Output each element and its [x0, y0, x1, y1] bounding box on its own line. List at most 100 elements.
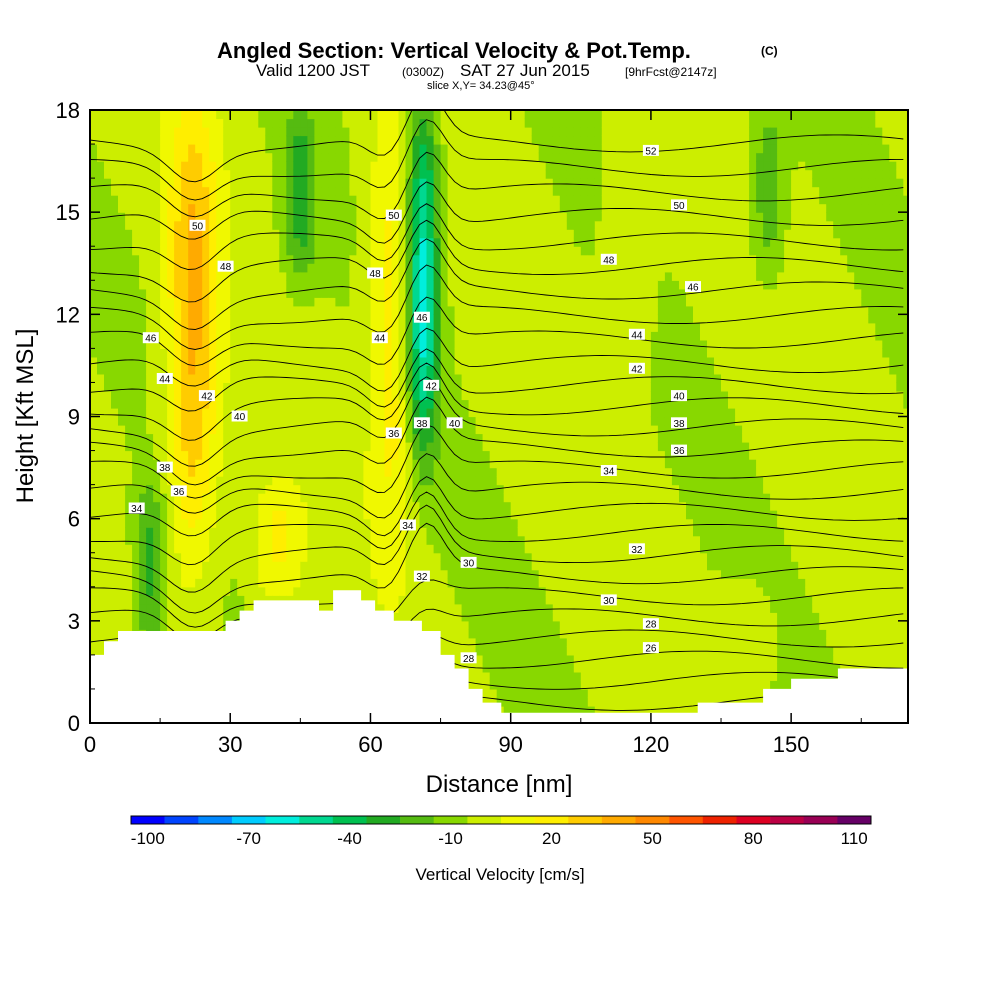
velocity-cell	[153, 178, 161, 188]
velocity-cell	[195, 212, 203, 222]
velocity-cell	[405, 127, 414, 137]
velocity-cell	[125, 612, 133, 622]
velocity-cell	[342, 229, 350, 239]
velocity-cell	[363, 220, 371, 230]
velocity-cell	[258, 391, 266, 401]
velocity-cell	[545, 195, 554, 205]
velocity-cell	[517, 518, 526, 528]
velocity-cell	[524, 356, 533, 366]
velocity-cell	[426, 467, 435, 477]
velocity-cell	[300, 212, 308, 222]
velocity-cell	[384, 348, 393, 358]
velocity-cell	[279, 382, 287, 392]
velocity-cell	[552, 654, 561, 664]
velocity-cell	[377, 586, 386, 596]
velocity-cell	[244, 365, 252, 375]
velocity-cell	[174, 127, 182, 137]
velocity-cell	[489, 212, 498, 222]
velocity-cell	[258, 501, 266, 511]
velocity-cell	[440, 552, 449, 562]
velocity-cell	[272, 212, 280, 222]
velocity-field	[90, 110, 908, 723]
velocity-cell	[146, 144, 154, 154]
velocity-cell	[447, 144, 456, 154]
velocity-cell	[391, 356, 400, 366]
velocity-cell	[132, 382, 140, 392]
velocity-cell	[426, 433, 435, 443]
velocity-cell	[447, 118, 456, 128]
velocity-cell	[538, 203, 547, 213]
velocity-cell	[111, 552, 119, 562]
velocity-cell	[405, 339, 414, 349]
velocity-cell	[363, 399, 371, 409]
velocity-cell	[433, 229, 442, 239]
velocity-cell	[370, 442, 379, 452]
velocity-cell	[132, 450, 140, 460]
velocity-cell	[328, 195, 336, 205]
velocity-cell	[209, 152, 217, 162]
velocity-cell	[468, 339, 477, 349]
velocity-cell	[405, 586, 414, 596]
velocity-cell	[132, 595, 140, 605]
velocity-cell	[146, 578, 154, 588]
velocity-cell	[454, 118, 463, 128]
velocity-cell	[118, 544, 126, 554]
velocity-cell	[538, 288, 547, 298]
velocity-cell	[244, 425, 252, 435]
velocity-cell	[349, 382, 357, 392]
velocity-cell	[468, 535, 477, 545]
velocity-cell	[209, 297, 217, 307]
velocity-cell	[314, 220, 322, 230]
velocity-cell	[545, 603, 554, 613]
velocity-cell	[314, 569, 322, 579]
velocity-cell	[251, 501, 259, 511]
velocity-cell	[258, 212, 266, 222]
velocity-cell	[90, 246, 98, 256]
velocity-cell	[349, 322, 357, 332]
velocity-cell	[111, 620, 119, 630]
velocity-cell	[209, 161, 217, 171]
velocity-cell	[335, 314, 343, 324]
velocity-cell	[125, 459, 133, 469]
velocity-cell	[279, 280, 287, 290]
velocity-cell	[384, 391, 393, 401]
velocity-cell	[573, 552, 582, 562]
velocity-cell	[118, 237, 126, 247]
velocity-cell	[349, 535, 357, 545]
velocity-cell	[566, 297, 575, 307]
velocity-cell	[118, 271, 126, 281]
velocity-cell	[293, 484, 301, 494]
velocity-cell	[510, 391, 519, 401]
velocity-cell	[328, 263, 336, 273]
velocity-cell	[468, 220, 477, 230]
velocity-cell	[412, 467, 421, 477]
velocity-cell	[510, 527, 519, 537]
velocity-cell	[426, 501, 435, 511]
velocity-cell	[552, 169, 561, 179]
velocity-cell	[524, 305, 533, 315]
velocity-cell	[398, 305, 407, 315]
velocity-cell	[104, 518, 112, 528]
velocity-cell	[440, 391, 449, 401]
velocity-cell	[258, 348, 266, 358]
velocity-cell	[531, 161, 540, 171]
velocity-cell	[181, 229, 189, 239]
velocity-cell	[559, 322, 568, 332]
velocity-cell	[524, 552, 533, 562]
velocity-cell	[160, 161, 168, 171]
velocity-cell	[496, 178, 505, 188]
velocity-cell	[559, 476, 568, 486]
velocity-cell	[517, 322, 526, 332]
velocity-cell	[209, 373, 217, 383]
velocity-cell	[510, 237, 519, 247]
velocity-cell	[104, 586, 112, 596]
velocity-cell	[328, 373, 336, 383]
velocity-cell	[104, 552, 112, 562]
velocity-cell	[160, 399, 168, 409]
velocity-cell	[517, 186, 526, 196]
velocity-cell	[419, 186, 428, 196]
velocity-cell	[391, 322, 400, 332]
velocity-cell	[216, 578, 224, 588]
velocity-cell	[384, 322, 393, 332]
velocity-cell	[97, 297, 105, 307]
